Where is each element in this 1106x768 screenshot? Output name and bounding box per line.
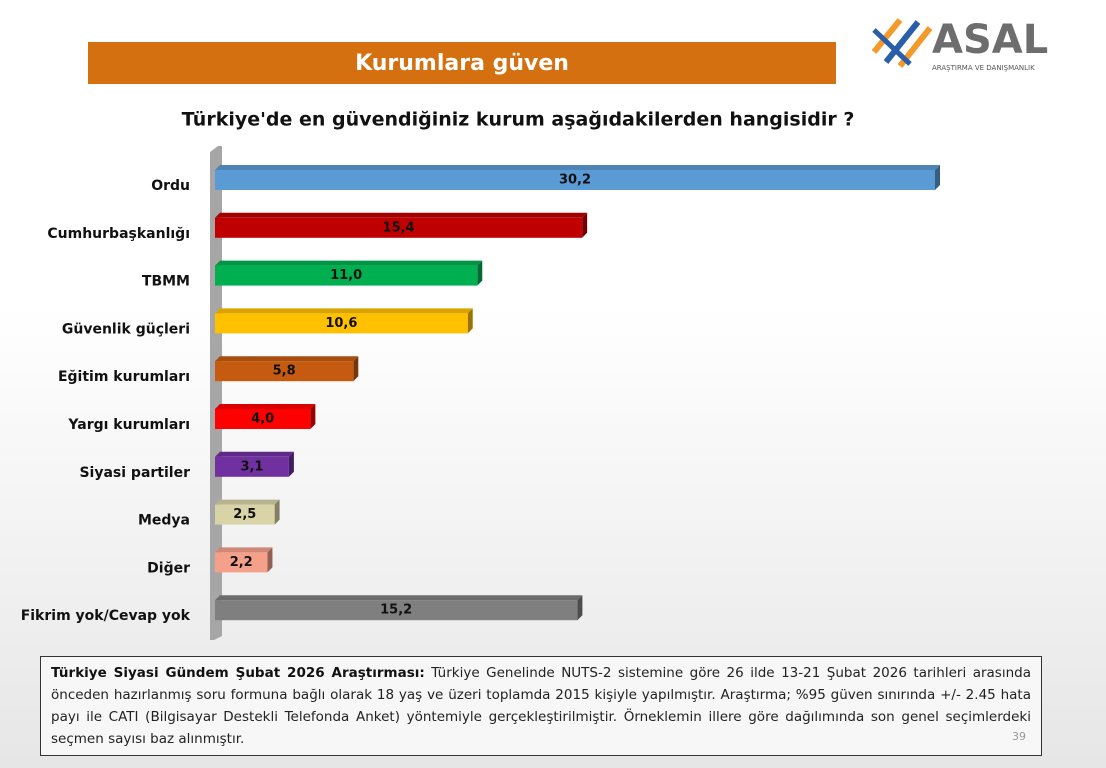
- value-label: 2,5: [233, 507, 256, 522]
- bar-top: [215, 308, 473, 314]
- bar-side: [274, 499, 280, 525]
- category-label: Siyasi partiler: [79, 465, 190, 481]
- footnote-text: Türkiye Genelinde NUTS-2 sistemine göre …: [51, 665, 1031, 747]
- bar-top: [215, 165, 940, 170]
- category-label: Cumhurbaşkanlığı: [47, 226, 190, 242]
- category-label: TBMM: [142, 274, 190, 290]
- value-label: 3,1: [240, 459, 263, 474]
- value-label: 11,0: [330, 268, 362, 283]
- bar-side: [467, 308, 473, 334]
- category-label: Medya: [138, 513, 190, 529]
- bar-top: [215, 595, 583, 601]
- bar-side: [353, 356, 359, 382]
- logo-icon: [871, 18, 933, 68]
- bar: [215, 552, 268, 573]
- value-label: 15,2: [380, 603, 412, 618]
- bar: [215, 361, 354, 382]
- bar-top: [215, 451, 294, 457]
- bar: [215, 456, 289, 477]
- logo-tagline: ARAŞTIRMA VE DANIŞMANLIK: [932, 64, 1035, 72]
- footnote: Türkiye Siyasi Gündem Şubat 2026 Araştır…: [40, 656, 1042, 756]
- bar: [215, 504, 275, 525]
- footnote-lead: Türkiye Siyasi Gündem Şubat 2026 Araştır…: [51, 665, 425, 681]
- category-label: Ordu: [151, 178, 190, 194]
- bar: [215, 409, 311, 429]
- category-label: Yargı kurumları: [67, 417, 190, 433]
- value-label: 15,4: [383, 220, 415, 235]
- bar: [215, 170, 935, 190]
- category-label: Eğitim kurumları: [58, 369, 190, 385]
- logo-name: ASAL: [932, 17, 1048, 63]
- chart-title: Kurumlara güven: [355, 51, 569, 76]
- chart-subtitle: Türkiye'de en güvendiğiniz kurum aşağıda…: [182, 109, 855, 131]
- category-label: Güvenlik güçleri: [62, 321, 190, 337]
- page-number: 39: [1012, 730, 1026, 743]
- value-label: 2,2: [230, 555, 253, 570]
- category-label: Diğer: [147, 560, 190, 576]
- bar: [215, 265, 478, 286]
- value-label: 30,2: [559, 173, 591, 188]
- title-banner: [88, 42, 836, 84]
- value-label: 10,6: [325, 316, 357, 331]
- bar-side: [935, 165, 940, 190]
- bars: Ordu 30,2 Cumhurbaşkanlığı 15,4 TBMM 11,0 Güve…: [21, 165, 940, 624]
- bar-side: [577, 595, 583, 621]
- bar-side: [267, 547, 273, 573]
- bar-top: [215, 404, 316, 409]
- category-label: Fikrim yok/Cevap yok: [21, 608, 191, 624]
- bar-top: [215, 499, 280, 505]
- bar-top: [215, 260, 483, 266]
- value-label: 4,0: [251, 412, 274, 427]
- bar-top: [215, 356, 359, 362]
- bar: [215, 217, 583, 238]
- bar: [215, 600, 578, 621]
- bar-top: [215, 212, 588, 218]
- bar-side: [582, 212, 588, 238]
- bar-top: [215, 547, 273, 553]
- bar-side: [310, 404, 316, 429]
- bar-side: [288, 451, 294, 477]
- bar-side: [477, 260, 483, 286]
- value-label: 5,8: [273, 364, 296, 379]
- bar: [215, 313, 468, 334]
